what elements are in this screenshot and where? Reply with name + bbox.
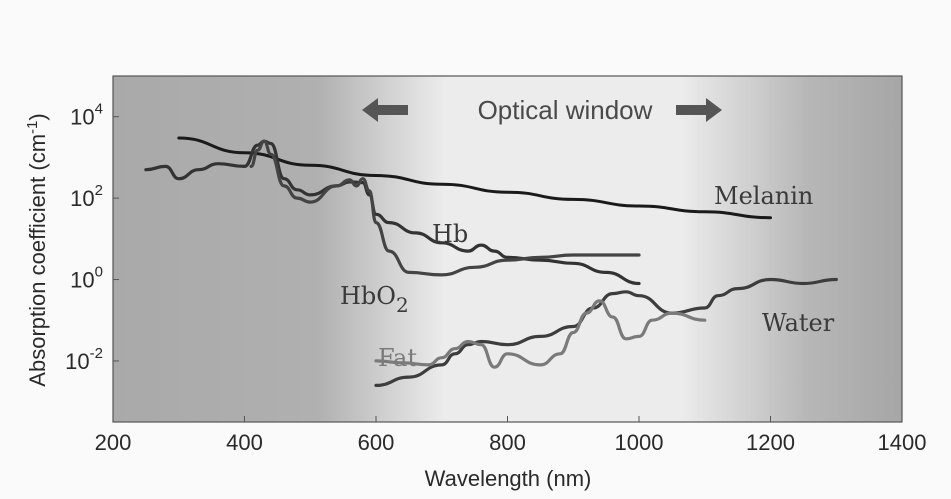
left-arrow-icon: [362, 98, 408, 122]
y-tick-label: 100: [70, 264, 103, 293]
hbo2-label-sub: 2: [396, 293, 409, 317]
x-tick-label: 800: [489, 430, 526, 455]
x-tick-label: 600: [358, 430, 395, 455]
hbo2-label: HbO2: [340, 282, 409, 317]
series-line-hbo2: [249, 139, 641, 277]
x-tick-label: 200: [95, 430, 132, 455]
x-tick-label: 400: [226, 430, 263, 455]
y-axis-label-sup: -1: [24, 121, 41, 134]
y-axis-label-main: Absorption coefficient (cm: [25, 134, 50, 387]
y-axis-label: Absorption coefficient (cm-1): [24, 113, 50, 386]
hb-label: Hb: [432, 220, 468, 248]
melanin-label: Melanin: [714, 182, 813, 210]
plot-area: [112, 75, 903, 423]
right-arrow-icon: [676, 98, 722, 122]
water-label: Water: [762, 309, 835, 337]
y-tick-label: 102: [70, 182, 103, 211]
optical-window-annotation: Optical window: [362, 95, 722, 125]
series-line-fat: [374, 299, 707, 369]
x-tick-label: 1000: [615, 430, 664, 455]
x-axis-label: Wavelength (nm): [425, 466, 592, 491]
x-tick-label: 1200: [746, 430, 795, 455]
hbo2-label-main: HbO: [340, 282, 396, 310]
series-layer: [144, 136, 838, 387]
series-line-hb: [144, 139, 641, 286]
x-tick-label: 1400: [878, 430, 927, 455]
optical-window-label: Optical window: [478, 95, 653, 125]
tick-layer: 200 400 600 800 1000 1200 1400 10-2 100 102 104: [65, 101, 926, 455]
y-tick-label: 104: [70, 101, 103, 130]
fat-label: Fat: [378, 344, 417, 372]
y-axis-label-close: ): [25, 113, 50, 120]
y-tick-label: 10-2: [65, 345, 103, 374]
